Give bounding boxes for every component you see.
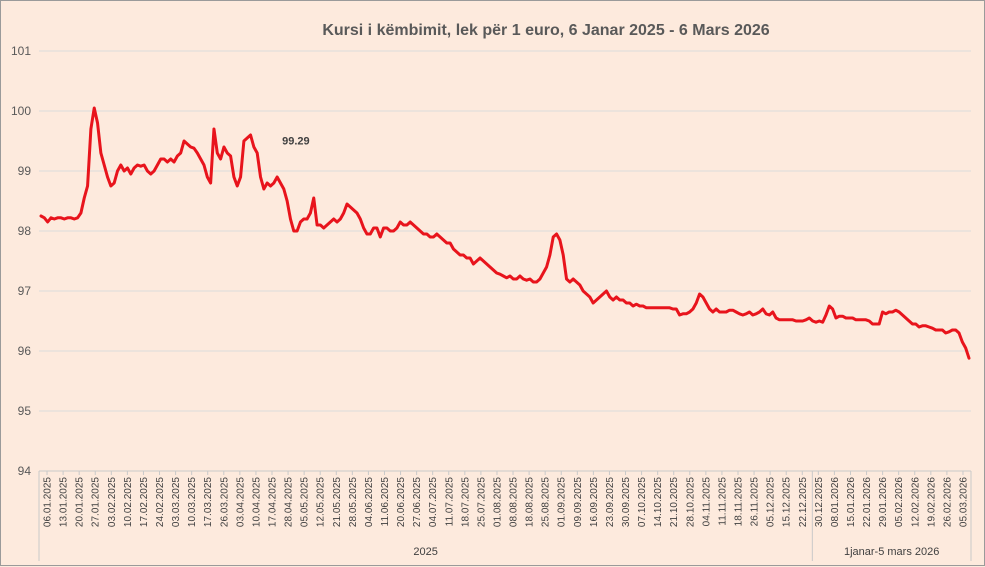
x-tick-label: 12.05.2025 <box>316 477 327 527</box>
x-tick-label: 26.03.2025 <box>219 477 230 527</box>
x-tick-label: 04.06.2025 <box>364 477 375 527</box>
x-tick-label: 20.01.2025 <box>75 477 86 527</box>
data-label: 99.29 <box>282 136 310 148</box>
x-tick-label: 27.06.2025 <box>412 477 423 527</box>
x-tick-label: 30.12.2025 <box>814 477 825 527</box>
x-tick-label: 01.09.2025 <box>557 477 568 527</box>
x-tick-label: 03.04.2025 <box>235 477 246 527</box>
x-tick-label: 28.10.2025 <box>685 477 696 527</box>
x-tick-label: 09.09.2025 <box>573 477 584 527</box>
x-tick-label: 11.07.2025 <box>444 477 455 527</box>
x-tick-label: 24.02.2025 <box>155 477 166 527</box>
y-tick-label: 98 <box>18 224 32 238</box>
y-tick-label: 97 <box>18 284 32 298</box>
x-tick-label: 10.04.2025 <box>251 477 262 527</box>
x-tick-label: 04.07.2025 <box>428 477 439 527</box>
x-tick-label: 18.07.2025 <box>460 477 471 527</box>
x-tick-label: 17.02.2025 <box>139 477 150 527</box>
y-tick-label: 96 <box>18 344 32 358</box>
x-tick-label: 20.06.2025 <box>396 477 407 527</box>
x-tick-label: 10.03.2025 <box>187 477 198 527</box>
x-tick-label: 25.07.2025 <box>476 477 487 527</box>
x-tick-label: 30.09.2025 <box>621 477 632 527</box>
x-tick-label: 22.01.2026 <box>862 477 873 527</box>
group-label: 1janar-5 mars 2026 <box>844 546 939 558</box>
series-line <box>39 106 971 360</box>
x-tick-label: 04.11.2025 <box>701 477 712 527</box>
x-tick-label: 06.01.2025 <box>43 477 54 527</box>
x-tick-label: 15.12.2025 <box>782 477 793 527</box>
x-tick-label: 17.03.2025 <box>203 477 214 527</box>
x-tick-label: 07.10.2025 <box>637 477 648 527</box>
x-tick-label: 14.10.2025 <box>653 477 664 527</box>
x-tick-label: 17.04.2025 <box>268 477 279 527</box>
x-tick-label: 27.01.2025 <box>91 477 102 527</box>
x-tick-label: 03.02.2025 <box>107 477 118 527</box>
x-tick-label: 11.06.2025 <box>380 477 391 527</box>
x-tick-label: 26.02.2026 <box>942 477 953 527</box>
x-tick-label: 05.12.2025 <box>766 477 777 527</box>
x-tick-label: 08.08.2025 <box>509 477 520 527</box>
x-tick-label: 12.02.2026 <box>910 477 921 527</box>
x-tick-label: 05.03.2026 <box>958 477 969 527</box>
x-tick-label: 28.04.2025 <box>284 477 295 527</box>
y-tick-label: 100 <box>11 104 31 118</box>
x-tick-label: 29.01.2026 <box>878 477 889 527</box>
x-tick-label: 16.09.2025 <box>589 477 600 527</box>
x-tick-label: 10.02.2025 <box>123 477 134 527</box>
x-tick-label: 18.11.2025 <box>734 477 745 527</box>
x-tick-label: 08.01.2026 <box>830 477 841 527</box>
x-tick-label: 23.09.2025 <box>605 477 616 527</box>
x-tick-label: 01.08.2025 <box>492 477 503 527</box>
x-tick-label: 28.05.2025 <box>348 477 359 527</box>
x-tick-label: 05.02.2026 <box>894 477 905 527</box>
x-tick-label: 18.08.2025 <box>525 477 536 527</box>
x-tick-label: 25.08.2025 <box>541 477 552 527</box>
x-tick-label: 26.11.2025 <box>750 477 761 527</box>
y-tick-label: 101 <box>11 44 31 58</box>
x-tick-label: 03.03.2025 <box>171 477 182 527</box>
x-tick-label: 21.05.2025 <box>332 477 343 527</box>
group-label: 2025 <box>413 546 437 558</box>
chart-title: Kursi i këmbimit, lek për 1 euro, 6 Jana… <box>322 22 769 39</box>
y-tick-label: 99 <box>18 164 32 178</box>
x-tick-label: 15.01.2026 <box>846 477 857 527</box>
y-tick-label: 95 <box>18 404 32 418</box>
x-tick-label: 13.01.2025 <box>59 477 70 527</box>
x-tick-label: 19.02.2026 <box>926 477 937 527</box>
x-tick-label: 21.10.2025 <box>669 477 680 527</box>
x-tick-label: 11.11.2025 <box>717 477 728 526</box>
y-tick-label: 94 <box>18 464 32 478</box>
x-tick-label: 05.05.2025 <box>300 477 311 527</box>
x-tick-label: 22.12.2025 <box>798 477 809 527</box>
